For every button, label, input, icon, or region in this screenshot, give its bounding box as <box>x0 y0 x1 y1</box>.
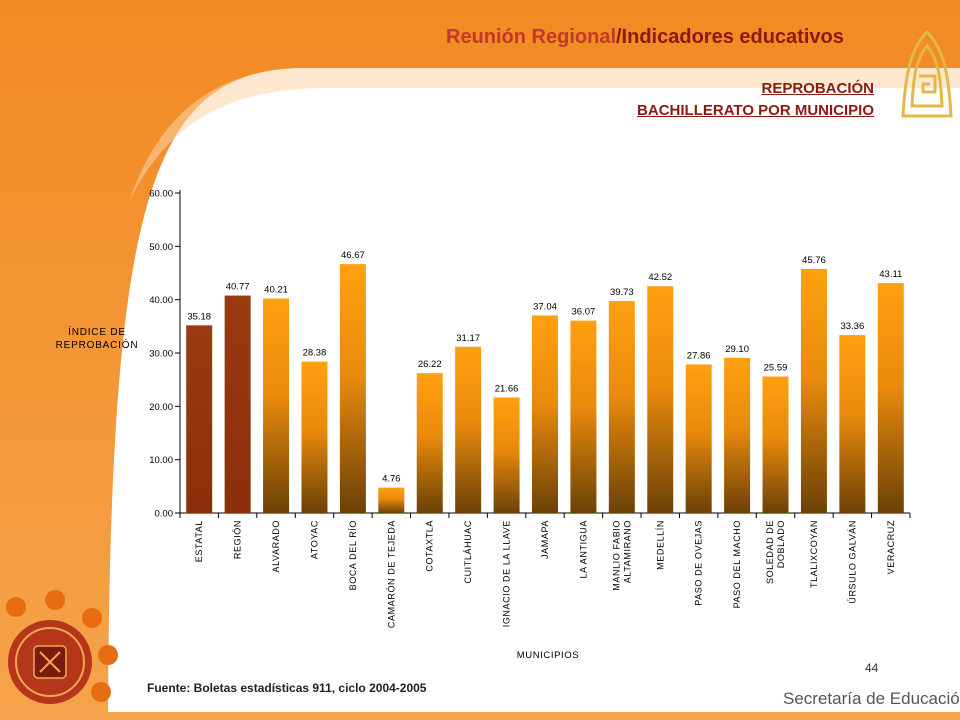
bar <box>493 397 520 513</box>
x-category-label: SOLEDAD DEDOBLADO <box>765 520 786 584</box>
subtitle-line1: REPROBACIÓN <box>761 80 874 97</box>
bar <box>224 295 251 513</box>
bar <box>608 301 635 513</box>
x-category-label: MANLIO FABIOALTAMIRANO <box>611 520 632 591</box>
source-note: Fuente: Boletas estadísticas 911, ciclo … <box>147 681 427 695</box>
bar <box>762 376 789 513</box>
bar <box>647 286 674 513</box>
bar-value-label: 4.76 <box>382 474 401 485</box>
x-category-label: IGNACIO DE LA LLAVE <box>502 520 512 627</box>
bar-value-label: 46.67 <box>341 250 365 261</box>
y-tick-label: 50.00 <box>149 242 173 253</box>
x-category-label: LA ANTIGUA <box>578 520 588 579</box>
footer-strip <box>100 712 960 720</box>
bar <box>532 315 558 513</box>
y-tick-label: 30.00 <box>149 349 173 360</box>
bar-value-label: 28.38 <box>303 348 327 359</box>
x-category-label: REGIÓN <box>233 520 243 559</box>
x-category-label: PASO DEL MACHO <box>732 520 742 608</box>
bar-value-label: 27.86 <box>687 350 711 361</box>
y-tick-label: 60.00 <box>149 189 173 200</box>
institution-logo-icon <box>901 29 953 118</box>
bar <box>416 373 443 513</box>
bar-value-label: 45.76 <box>802 255 826 266</box>
chart-subtitle: REPROBACIÓN BACHILLERATO POR MUNICIPIO <box>637 78 874 122</box>
bar <box>570 320 597 513</box>
x-category-label: ÚRSULO GALVÁN <box>847 520 857 604</box>
bar <box>301 361 328 513</box>
y-tick-label: 0.00 <box>155 509 174 520</box>
title-part2: /Indicadores educativos <box>616 26 844 48</box>
x-category-label: ESTATAL <box>194 520 204 562</box>
x-category-label: CUITLÁHUAC <box>463 520 473 584</box>
x-category-label: ATOYAC <box>309 520 319 559</box>
x-category-label: MEDELLÍN <box>655 520 665 570</box>
x-category-label: JAMAPA <box>540 520 550 559</box>
bar-value-label: 35.18 <box>187 311 211 322</box>
x-category-label: COTAXTLA <box>425 520 435 572</box>
page-title: Reunión Regional/Indicadores educativos <box>446 26 844 49</box>
y-axis-label: ÍNDICE DE <box>68 325 126 338</box>
bar <box>455 346 482 513</box>
bar-value-label: 29.10 <box>725 344 749 355</box>
bar <box>339 264 366 513</box>
bar <box>378 487 405 513</box>
bar-value-label: 36.07 <box>572 307 596 318</box>
bar-value-label: 40.77 <box>226 282 250 293</box>
subtitle-line2: BACHILLERATO POR MUNICIPIO <box>637 102 874 119</box>
bar-value-label: 31.17 <box>456 333 480 344</box>
bar-value-label: 33.36 <box>840 321 864 332</box>
decorative-circles <box>6 590 118 702</box>
bar <box>685 364 712 513</box>
y-tick-label: 10.00 <box>149 455 173 466</box>
title-part1: Reunión Regional <box>446 26 616 48</box>
bar-value-label: 43.11 <box>879 269 902 280</box>
x-category-label: TLALIXCOYAN <box>809 520 819 588</box>
bar <box>186 325 213 513</box>
bar <box>724 357 751 513</box>
page-number: 44 <box>865 661 879 675</box>
x-category-label: VERACRUZ <box>886 520 896 574</box>
y-tick-label: 20.00 <box>149 402 173 413</box>
bar-value-label: 37.04 <box>533 301 557 312</box>
bar-value-label: 39.73 <box>610 287 634 298</box>
bar <box>839 335 866 513</box>
bar <box>877 283 904 513</box>
x-axis-label: MUNICIPIOS <box>517 650 579 661</box>
x-category-label: BOCA DEL RÍO <box>348 520 358 590</box>
state-seal-icon <box>8 620 92 704</box>
x-category-label: PASO DE OVEJAS <box>694 520 704 606</box>
bar-value-label: 40.21 <box>264 285 288 296</box>
brand-name: Secretaría de Educación <box>783 689 960 708</box>
x-category-label: ALVARADO <box>271 520 281 572</box>
y-tick-label: 40.00 <box>149 295 173 306</box>
bar <box>263 298 290 513</box>
x-category-label: CAMARÓN DE TEJEDA <box>386 520 396 628</box>
bar <box>800 268 827 513</box>
bar-value-label: 21.66 <box>495 383 519 394</box>
bar-value-label: 25.59 <box>764 363 788 374</box>
y-axis-label: REPROBACIÓN <box>56 338 139 351</box>
bar-value-label: 42.52 <box>648 272 672 283</box>
bar-value-label: 26.22 <box>418 359 442 370</box>
